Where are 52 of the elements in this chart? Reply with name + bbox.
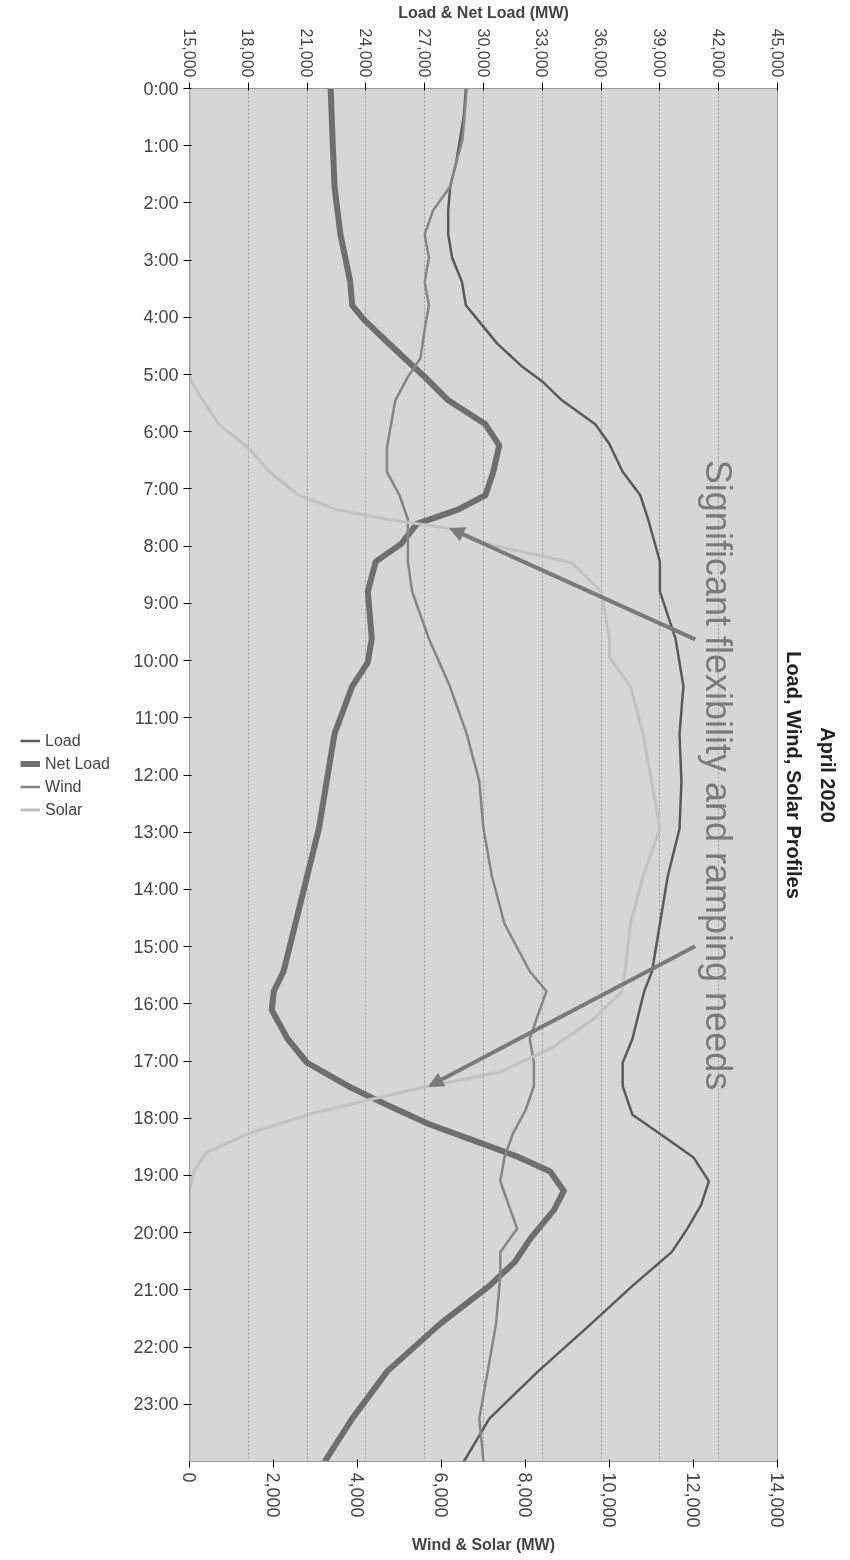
y-tick-label: 21:00 [133,1279,179,1300]
x-tick-label: 12,000 [683,1472,703,1528]
x-tick-label: 4,000 [347,1472,367,1518]
x2-tick-label: 45,000 [768,28,786,78]
text: Load, Wind, Solar Profiles [782,651,805,899]
legend-label: Wind [45,777,82,795]
x-tick-label: 10,000 [599,1472,619,1528]
y-tick-label: 4:00 [143,307,179,328]
x2-tick-label: 27,000 [415,28,433,78]
legend-label: Solar [45,800,83,818]
legend-label: Net Load [45,754,110,772]
x-tick-label: 0 [179,1472,199,1483]
x2-tick-label: 24,000 [356,28,374,78]
y-tick-label: 6:00 [143,421,179,442]
x2-tick-label: 18,000 [239,28,257,78]
y-tick-label: 15:00 [133,936,179,957]
y-tick-label: 14:00 [133,879,179,900]
x2-tick-label: 15,000 [180,28,198,78]
x2-tick-label: 33,000 [533,28,551,78]
x2-tick-label: 36,000 [592,28,610,78]
y-tick-label: 12:00 [133,765,179,785]
x2-axis-title: Load & Net Load (MW) [398,3,569,21]
x-tick-label: 8,000 [515,1472,535,1518]
y-tick-label: 19:00 [133,1165,179,1186]
x-tick-label: 14,000 [767,1472,787,1528]
annotation: Significant flexibility and ramping needs [698,459,740,1091]
legend-label: Load [45,731,81,749]
y-tick-label: 18:00 [133,1108,179,1129]
y-tick-label: 0:00 [143,78,179,99]
text: April 2020 [816,727,839,823]
x2-tick-label: 39,000 [650,28,668,78]
y-tick-label: 13:00 [133,822,179,843]
x2-tick-label: 42,000 [709,28,727,78]
x-tick-label: 2,000 [263,1472,283,1518]
y-tick-label: 23:00 [133,1394,179,1415]
x-tick-label: 6,000 [431,1472,451,1518]
y-tick-label: 5:00 [143,364,179,385]
y-tick-label: 17:00 [133,1051,179,1072]
y-tick-label: 3:00 [143,250,179,271]
y-tick-label: 11:00 [134,707,179,728]
y-tick-label: 7:00 [143,478,179,499]
x2-tick-label: 30,000 [474,28,492,78]
y-tick-label: 2:00 [143,192,179,213]
y-tick-label: 1:00 [143,135,179,156]
x-axis-title: Wind & Solar (MW) [412,1535,555,1553]
x2-tick-label: 21,000 [298,28,316,78]
y-tick-label: 20:00 [133,1222,179,1243]
y-tick-label: 9:00 [143,593,179,614]
y-tick-label: 16:00 [133,993,179,1014]
y-tick-label: 22:00 [133,1337,179,1358]
y-tick-label: 8:00 [143,536,179,557]
y-tick-label: 10:00 [133,650,179,671]
